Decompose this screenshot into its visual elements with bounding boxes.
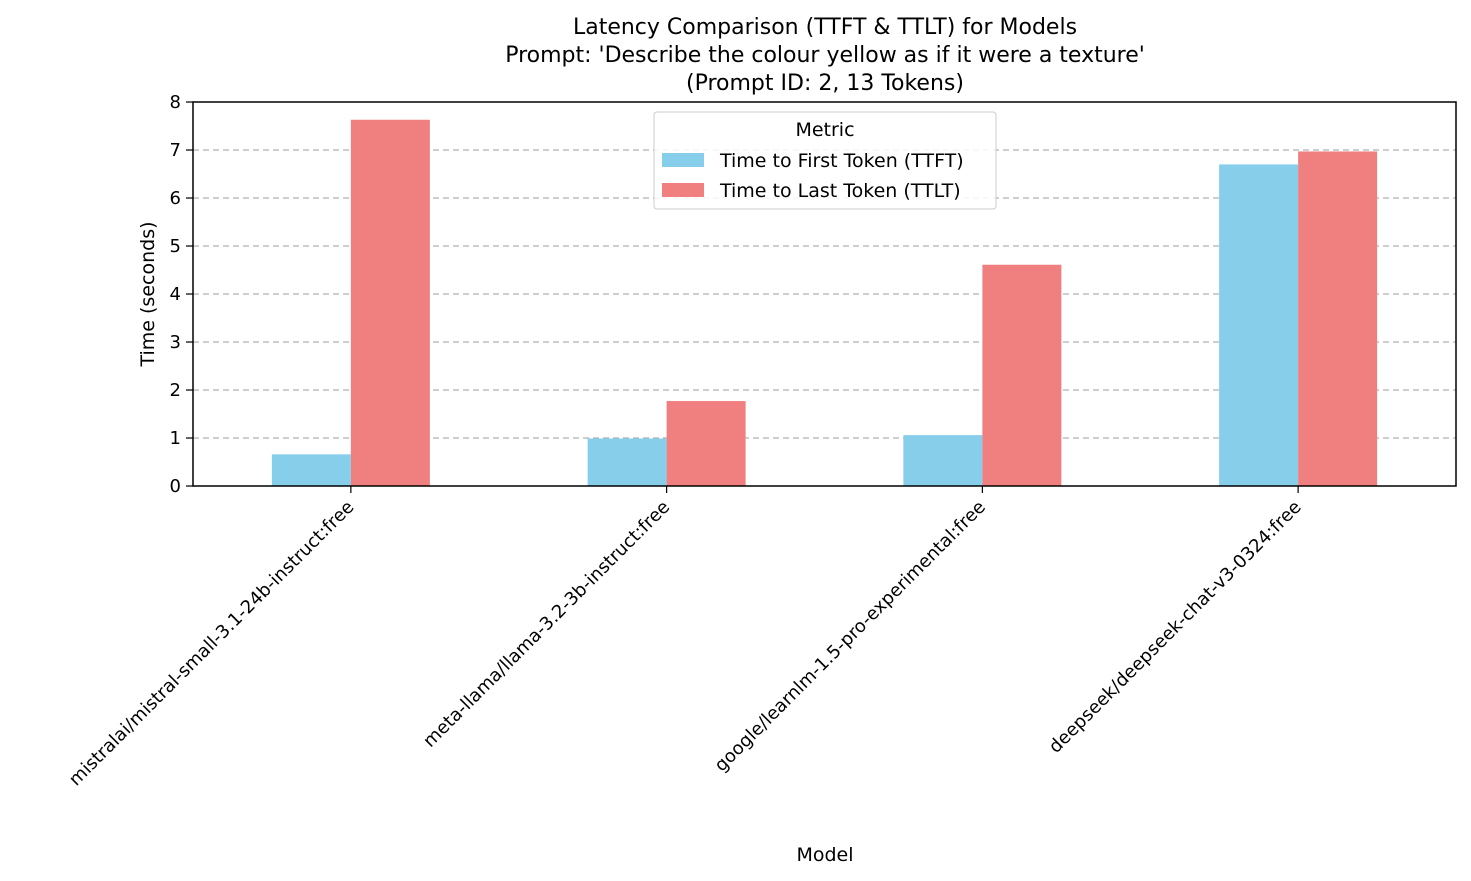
legend-frame <box>653 111 997 210</box>
y-tick-label: 8 <box>170 92 181 113</box>
y-tick-label: 6 <box>170 188 181 209</box>
legend-swatch-ttlt <box>662 183 704 197</box>
x-axis-label: Model <box>796 844 853 866</box>
bar-ttlt <box>982 264 1062 486</box>
y-tick-label: 4 <box>170 284 181 305</box>
bars <box>271 119 1378 486</box>
legend-swatch-ttft <box>662 153 704 167</box>
chart-title-line-1: Latency Comparison (TTFT & TTLT) for Mod… <box>573 15 1077 40</box>
bar-ttlt <box>1298 151 1378 486</box>
legend: Metric Time to First Token (TTFT) Time t… <box>653 111 997 210</box>
x-tick-label: meta-llama/llama-3.2-3b-instruct:free <box>419 497 674 752</box>
bar-ttft <box>271 454 351 486</box>
legend-title: Metric <box>795 119 854 141</box>
legend-label-ttlt: Time to Last Token (TTLT) <box>719 180 961 202</box>
chart-title-line-2: Prompt: 'Describe the colour yellow as i… <box>505 43 1145 68</box>
bar-ttft <box>903 435 983 486</box>
x-tick-label: google/learnlm-1.5-pro-experimental:free <box>711 497 990 776</box>
bar-ttft <box>587 438 667 486</box>
y-axis-label: Time (seconds) <box>137 221 159 367</box>
bar-ttlt <box>350 119 430 486</box>
chart-title-line-3: (Prompt ID: 2, 13 Tokens) <box>686 71 964 96</box>
bar-ttlt <box>666 401 746 486</box>
legend-label-ttft: Time to First Token (TTFT) <box>719 150 964 172</box>
bar-ttft <box>1219 164 1299 486</box>
y-tick-label: 0 <box>170 476 181 497</box>
chart-title: Latency Comparison (TTFT & TTLT) for Mod… <box>505 15 1145 96</box>
x-axis: mistralai/mistral-small-3.1-24b-instruct… <box>65 486 1306 790</box>
y-axis: 0 1 2 3 4 5 6 7 8 <box>170 92 193 497</box>
y-tick-label: 1 <box>170 428 181 449</box>
y-tick-label: 3 <box>170 332 181 353</box>
x-tick-label: deepseek/deepseek-chat-v3-0324:free <box>1045 497 1306 758</box>
y-tick-label: 2 <box>170 380 181 401</box>
y-tick-label: 5 <box>170 236 181 257</box>
y-tick-label: 7 <box>170 140 181 161</box>
x-tick-label: mistralai/mistral-small-3.1-24b-instruct… <box>65 497 358 790</box>
